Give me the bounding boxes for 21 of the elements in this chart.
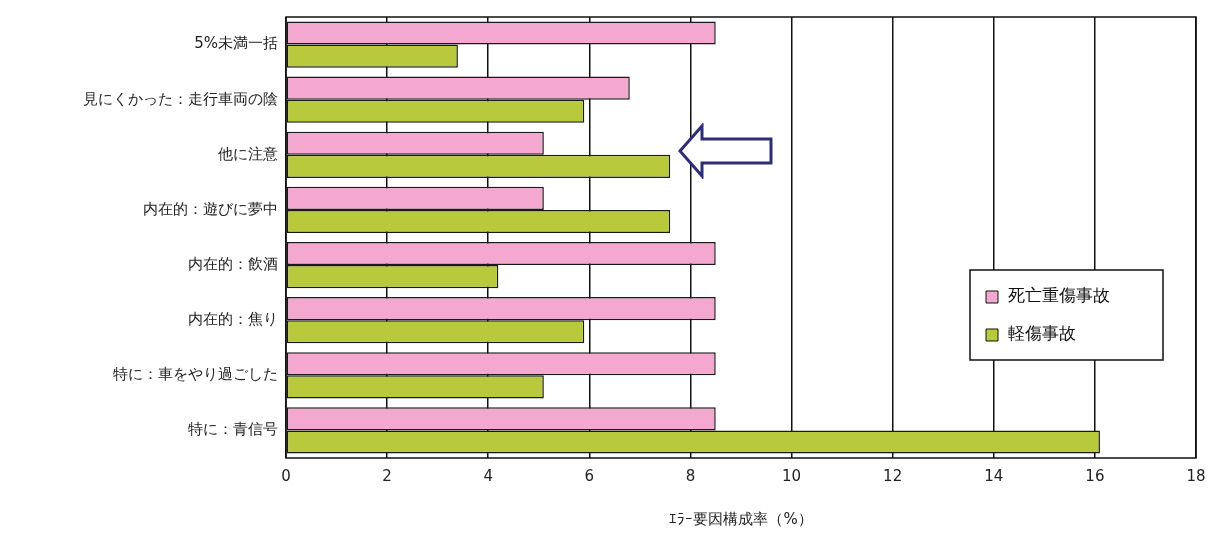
y-tick-label: 内在的：飲酒 <box>188 254 278 273</box>
x-tick-label: 2 <box>382 466 392 485</box>
x-tick-label: 12 <box>883 466 903 485</box>
y-tick-label: 5%未満一括 <box>194 34 278 53</box>
legend-label: 死亡重傷事故 <box>1008 285 1110 306</box>
x-tick-label: 4 <box>483 466 493 485</box>
x-tick-label: 0 <box>281 466 291 485</box>
x-tick-label: 18 <box>1186 466 1206 485</box>
x-tick-label: 8 <box>685 466 696 485</box>
x-axis-title: ｴﾗｰ要因構成率（%） <box>669 509 813 528</box>
y-tick-label: 内在的：焦り <box>188 310 278 329</box>
y-tick-label: 見にくかった：走行車両の陰 <box>83 89 278 108</box>
y-tick-label: 他に注意 <box>218 144 278 163</box>
x-tick-label: 14 <box>984 466 1004 485</box>
x-tick-label: 16 <box>1085 466 1105 485</box>
x-tick-label: 6 <box>584 466 595 485</box>
x-tick-label: 10 <box>782 466 802 485</box>
y-tick-label: 内在的：遊びに夢中 <box>143 199 278 218</box>
y-tick-label: 特に：青信号 <box>188 420 278 439</box>
y-tick-label: 特に：車をやり過ごした <box>113 365 278 384</box>
legend-label: 軽傷事故 <box>1008 323 1076 344</box>
